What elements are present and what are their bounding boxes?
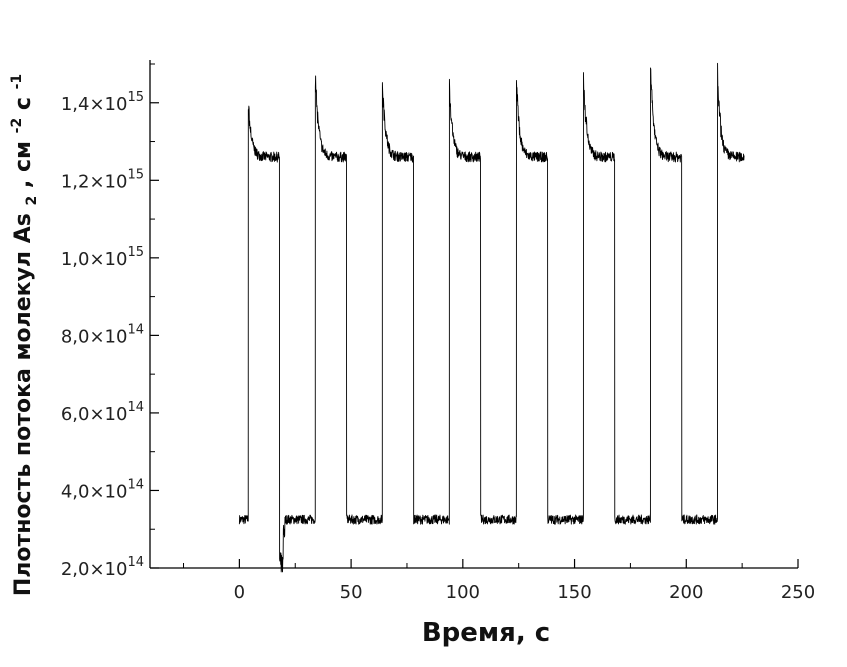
y-tick-label: 1,4×1015 bbox=[61, 90, 144, 115]
x-tick-label: 250 bbox=[781, 582, 815, 603]
y-axis-title: Плотность потока молекул As 2 , см -2 с … bbox=[2, 74, 42, 596]
y-axis-title-units-2-exp: -1 bbox=[9, 74, 25, 90]
y-tick-mantissa: 6,0×10 bbox=[61, 404, 128, 425]
y-tick-exponent: 14 bbox=[127, 477, 144, 492]
y-axis-title-species-sub: 2 bbox=[24, 196, 40, 206]
x-ticks: 0 50 100 150 200 250 bbox=[183, 559, 815, 603]
y-axis-title-main: Плотность потока молекул bbox=[11, 251, 36, 596]
y-axis-title-units-2: с bbox=[11, 97, 36, 110]
y-tick-label: 1,0×1015 bbox=[61, 245, 144, 270]
y-tick-label: 4,0×1014 bbox=[61, 477, 144, 502]
y-axis-title-species: As bbox=[11, 213, 36, 243]
y-tick-label: 6,0×1014 bbox=[61, 400, 144, 425]
y-tick-mantissa: 1,4×10 bbox=[61, 94, 128, 115]
x-tick-label: 100 bbox=[446, 582, 480, 603]
y-tick-mantissa: 8,0×10 bbox=[61, 326, 128, 347]
y-axis-title-units-exp: -2 bbox=[9, 118, 25, 134]
y-tick-exponent: 15 bbox=[127, 90, 144, 105]
y-tick-mantissa: 1,2×10 bbox=[61, 171, 128, 192]
chart-axes bbox=[149, 60, 798, 569]
x-tick-label: 150 bbox=[557, 582, 591, 603]
series-line-as2-flux bbox=[238, 62, 745, 573]
y-tick-exponent: 14 bbox=[127, 322, 144, 337]
y-tick-mantissa: 4,0×10 bbox=[61, 481, 128, 502]
y-tick-exponent: 14 bbox=[127, 555, 144, 570]
x-tick-label: 50 bbox=[340, 582, 363, 603]
y-tick-exponent: 15 bbox=[127, 167, 144, 182]
y-tick-mantissa: 2,0×10 bbox=[61, 559, 128, 580]
y-tick-exponent: 14 bbox=[127, 400, 144, 415]
x-axis-title: Время, с bbox=[422, 618, 550, 648]
y-axis-title-units: , см bbox=[11, 141, 36, 188]
y-tick-label: 8,0×1014 bbox=[61, 322, 144, 347]
y-tick-exponent: 15 bbox=[127, 245, 144, 260]
x-tick-label: 0 bbox=[234, 582, 245, 603]
y-tick-label: 1,2×1015 bbox=[61, 167, 144, 192]
y-tick-label: 2,0×1014 bbox=[61, 555, 144, 580]
y-tick-mantissa: 1,0×10 bbox=[61, 249, 128, 270]
x-tick-label: 200 bbox=[669, 582, 703, 603]
y-ticks: 2,0×10144,0×10146,0×10148,0×10141,0×1015… bbox=[61, 63, 159, 580]
